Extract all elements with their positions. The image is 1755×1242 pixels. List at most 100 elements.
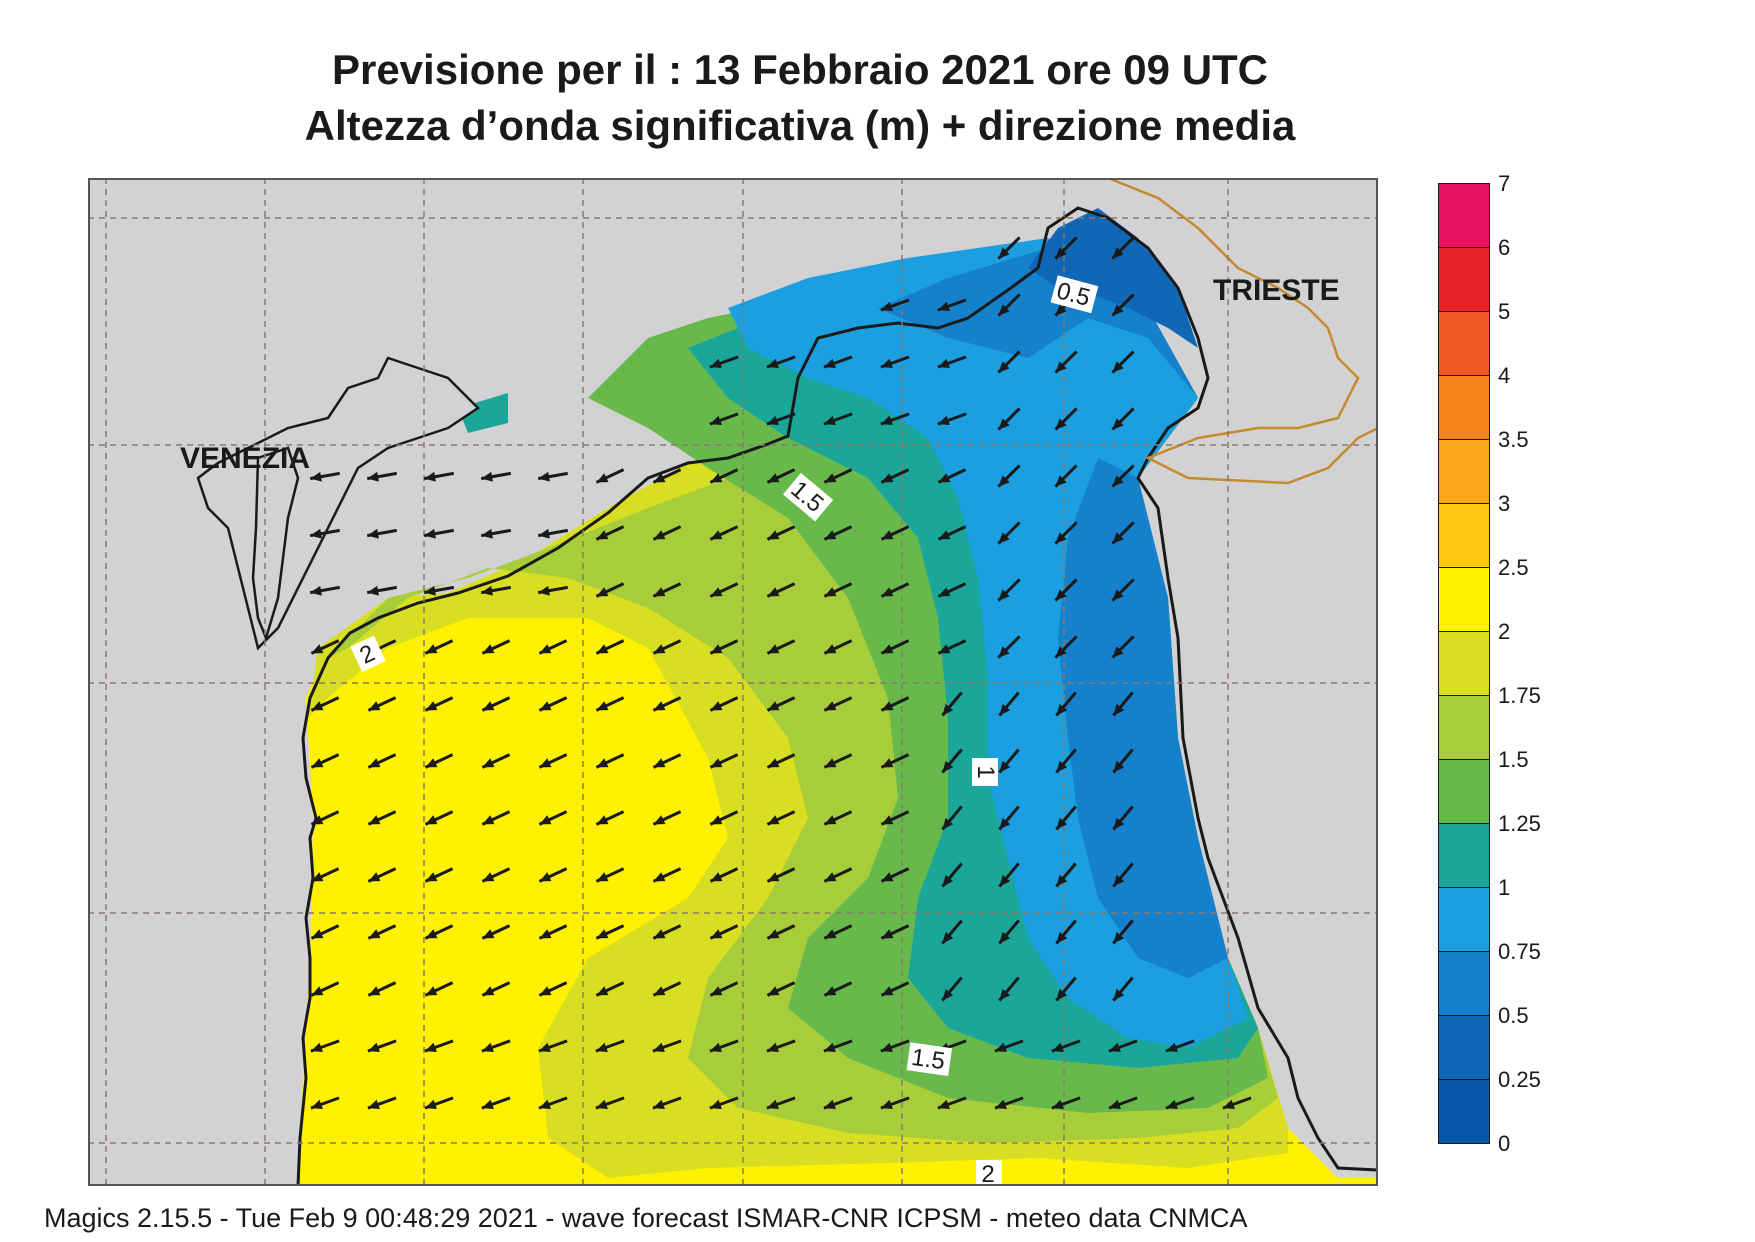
direction-arrow-head [824, 815, 837, 825]
direction-arrow-head [823, 1042, 836, 1053]
direction-arrow-head [1055, 646, 1067, 658]
direction-arrow-head [595, 1099, 608, 1110]
coastline [296, 206, 1378, 1186]
direction-arrow-head [425, 872, 438, 882]
direction-arrow-head [710, 986, 723, 996]
direction-arrow-head [367, 585, 379, 596]
direction-arrow-head [539, 644, 552, 654]
direction-arrow-head [710, 530, 723, 540]
direction-arrow-head [767, 758, 780, 768]
legend-swatch [1438, 887, 1490, 952]
direction-arrow-head [881, 815, 894, 825]
direction-arrow-head [1056, 817, 1068, 830]
wave-map-canvas: 0.5 1.5 1 2 1.5 [88, 178, 1378, 1186]
direction-arrow-head [942, 874, 954, 887]
direction-arrow-head [1055, 589, 1067, 601]
direction-arrow-head [824, 473, 837, 483]
direction-arrow-head [942, 817, 954, 830]
legend-tick-label: 0.5 [1498, 1003, 1529, 1028]
direction-arrow-head [1056, 988, 1068, 1001]
wave-band-0-5 [878, 248, 1198, 398]
direction-arrow-head [1112, 589, 1124, 601]
direction-arrow-head [881, 872, 894, 882]
direction-arrow-head [767, 815, 780, 825]
direction-arrow-head [653, 986, 666, 996]
direction-arrow-head [653, 644, 666, 654]
direction-arrow-head [880, 301, 893, 312]
direction-arrow-head [482, 986, 495, 996]
direction-arrow-head [539, 701, 552, 711]
direction-arrow-head [880, 1099, 893, 1110]
direction-arrow-head [1051, 1099, 1064, 1110]
direction-arrow-head [881, 587, 894, 597]
direction-arrow-head [824, 644, 837, 654]
map-title: Previsione per il : 13 Febbraio 2021 ore… [331, 46, 1269, 93]
direction-arrow-head [482, 929, 495, 939]
direction-arrow-head [999, 817, 1011, 830]
wave-band-1-venezia [458, 393, 508, 433]
direction-arrow-head [596, 473, 609, 483]
direction-arrow-head [596, 644, 609, 654]
direction-arrow-head [710, 644, 723, 654]
legend-swatch [1438, 1015, 1490, 1080]
legend-swatch [1438, 311, 1490, 376]
direction-arrow-head [1108, 1099, 1121, 1110]
legend-tick-label: 6 [1498, 235, 1511, 260]
direction-arrow-head [710, 929, 723, 939]
direction-arrow-head [766, 1042, 779, 1053]
legend-tick-label: 2 [1498, 619, 1511, 644]
direction-arrow-head [653, 872, 666, 882]
direction-arrow-head [424, 1042, 437, 1053]
direction-arrow-head [766, 358, 779, 369]
direction-arrow-head [425, 758, 438, 768]
direction-arrow-head [942, 988, 954, 1001]
city-label-venezia: VENEZIA [180, 442, 310, 475]
legend-tick-label: 4 [1498, 363, 1511, 388]
legend-swatch [1438, 183, 1490, 248]
legend-swatch [1438, 823, 1490, 888]
direction-arrow-head [938, 530, 951, 540]
direction-arrow-head [880, 415, 893, 426]
direction-arrow-head [710, 701, 723, 711]
direction-arrow-head [824, 986, 837, 996]
direction-arrow-head [539, 758, 552, 768]
direction-arrow-head [999, 874, 1011, 887]
direction-arrow-head [823, 415, 836, 426]
direction-arrow-head [311, 701, 324, 711]
direction-arrow-head [311, 758, 324, 768]
direction-arrow-head [880, 1042, 893, 1053]
direction-arrow-head [1112, 646, 1124, 658]
direction-arrow-head [824, 587, 837, 597]
direction-arrow-head [311, 815, 324, 825]
direction-arrow-head [1055, 418, 1067, 430]
direction-arrow-head [1113, 703, 1125, 716]
direction-arrow-head [998, 304, 1010, 316]
direction-arrow-head [653, 929, 666, 939]
direction-arrow-head [425, 644, 438, 654]
direction-arrow-head [596, 701, 609, 711]
direction-arrow-head [596, 872, 609, 882]
legend-swatch [1438, 1079, 1490, 1144]
direction-arrow-head [1113, 931, 1125, 944]
direction-arrow-head [824, 701, 837, 711]
direction-arrow-head [998, 475, 1010, 487]
legend-swatch [1438, 695, 1490, 760]
direction-arrow-head [424, 1099, 437, 1110]
direction-arrow-head [652, 1042, 665, 1053]
direction-arrow-head [998, 418, 1010, 430]
legend-tick-label: 1 [1498, 875, 1511, 900]
direction-arrow-head [824, 758, 837, 768]
direction-arrow-head [653, 701, 666, 711]
direction-arrow-head [1222, 1099, 1235, 1110]
direction-arrow-head [1165, 1099, 1178, 1110]
direction-arrow-head [766, 415, 779, 426]
direction-arrow-head [938, 473, 951, 483]
legend-swatch [1438, 503, 1490, 568]
legend-tick-label: 2.5 [1498, 555, 1529, 580]
direction-arrow-head [1056, 760, 1068, 773]
direction-arrow-head [1055, 361, 1067, 373]
direction-arrow-head [994, 1099, 1007, 1110]
direction-arrow-head [481, 585, 493, 596]
direction-arrow-head [998, 247, 1010, 259]
direction-arrow-head [596, 986, 609, 996]
